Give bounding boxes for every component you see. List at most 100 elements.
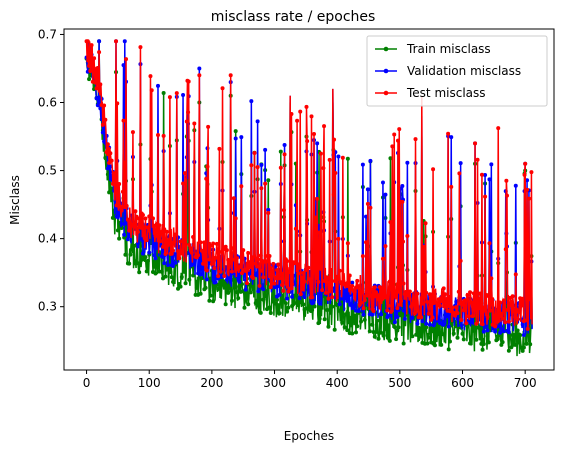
- series-point: [469, 300, 474, 305]
- series-point: [431, 167, 436, 172]
- series-point: [88, 69, 93, 74]
- series-point: [404, 289, 409, 294]
- series-point: [406, 292, 411, 297]
- series-point: [229, 269, 234, 274]
- series-point: [187, 277, 192, 282]
- series-point: [104, 150, 109, 155]
- series-point: [261, 275, 266, 280]
- series-point: [480, 347, 485, 352]
- series-point: [192, 121, 197, 126]
- series-point: [342, 325, 347, 330]
- series-point: [468, 341, 473, 346]
- series-point: [421, 244, 426, 249]
- series-point: [333, 279, 338, 284]
- series-point: [511, 332, 516, 337]
- series-point: [125, 217, 130, 222]
- series-point: [95, 75, 100, 80]
- series-point: [108, 151, 113, 156]
- series-point: [244, 281, 249, 286]
- series-point: [435, 332, 440, 337]
- series-point: [102, 103, 107, 108]
- series-point: [367, 329, 372, 334]
- series-point: [520, 348, 525, 353]
- series-point: [463, 298, 468, 303]
- series-point: [397, 127, 402, 132]
- series-point: [282, 143, 287, 147]
- series-point: [384, 294, 389, 299]
- series-point: [453, 313, 457, 318]
- series-point: [145, 258, 150, 263]
- series-point: [330, 304, 335, 309]
- y-tick-label: 0.7: [38, 27, 57, 41]
- series-point: [297, 265, 302, 270]
- series-point: [475, 157, 480, 162]
- series-point: [155, 83, 160, 88]
- series-point: [350, 283, 355, 288]
- series-point: [489, 162, 494, 167]
- series-point: [345, 328, 350, 333]
- series-point: [400, 239, 405, 244]
- series-point: [458, 161, 463, 166]
- series-point: [446, 131, 451, 136]
- series-point: [356, 284, 361, 289]
- series-point: [456, 289, 461, 294]
- series-point: [471, 291, 476, 296]
- series-point: [162, 227, 167, 232]
- series-point: [528, 342, 533, 347]
- series-point: [277, 292, 282, 297]
- series-point: [483, 172, 488, 177]
- series-point: [285, 309, 290, 314]
- series-point: [283, 301, 288, 306]
- series-point: [285, 296, 290, 301]
- series-point: [375, 318, 380, 323]
- series-point: [204, 277, 209, 282]
- series-point: [254, 264, 259, 269]
- series-point: [509, 299, 514, 304]
- series-point: [254, 273, 259, 278]
- series-point: [381, 333, 386, 338]
- series-point: [143, 255, 148, 260]
- series-point: [326, 324, 331, 329]
- series-point: [216, 287, 221, 291]
- series-point: [455, 311, 460, 316]
- series-point: [367, 293, 372, 298]
- series-point: [227, 283, 232, 288]
- series-point: [153, 256, 158, 261]
- series-point: [306, 287, 311, 292]
- legend-swatch-marker: [383, 46, 389, 52]
- series-point: [236, 276, 241, 281]
- series-point: [520, 296, 525, 301]
- series-point: [275, 297, 280, 302]
- series-point: [522, 172, 527, 177]
- series-point: [172, 239, 177, 244]
- series-point: [148, 74, 153, 79]
- series-point: [246, 302, 251, 307]
- series-point: [326, 296, 331, 301]
- series-point: [389, 309, 394, 314]
- series-point: [332, 137, 337, 142]
- series-point: [386, 303, 391, 308]
- series-point: [226, 257, 231, 262]
- series-point: [371, 330, 376, 335]
- series-point: [412, 311, 417, 316]
- series-point: [153, 271, 158, 276]
- series-point: [173, 260, 178, 265]
- series-point: [216, 274, 221, 279]
- series-point: [485, 328, 490, 333]
- series-point: [506, 330, 511, 335]
- series-point: [186, 79, 191, 84]
- series-point: [306, 265, 311, 270]
- series-point: [103, 117, 108, 122]
- series-point: [427, 322, 432, 327]
- series-point: [380, 256, 385, 261]
- series-point: [298, 109, 303, 114]
- series-point: [309, 114, 314, 119]
- series-point: [301, 270, 306, 275]
- series-point: [112, 171, 117, 176]
- series-point: [239, 135, 244, 140]
- series-point: [249, 163, 254, 168]
- series-point: [479, 172, 484, 177]
- series-point: [345, 241, 350, 246]
- legend: Train misclass Validation misclass Test mi…: [366, 35, 548, 107]
- series-point: [331, 192, 336, 197]
